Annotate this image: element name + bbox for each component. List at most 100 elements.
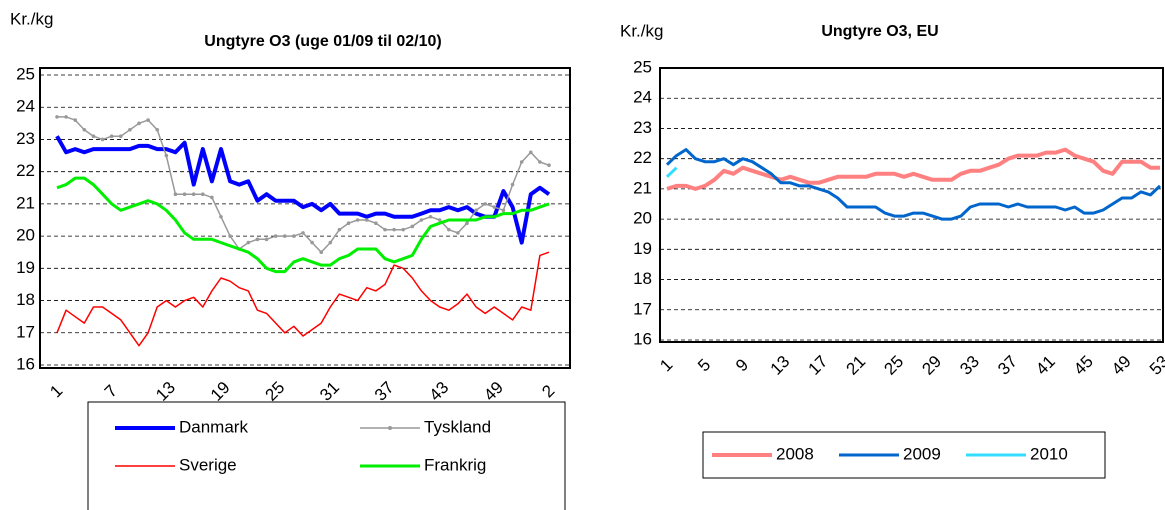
point-marker	[301, 231, 305, 235]
point-marker	[109, 134, 114, 139]
legend-marker	[388, 426, 392, 430]
x-tick-label: 13	[767, 352, 794, 379]
legend-label: Sverige	[179, 455, 237, 474]
y-tick-label: 17	[633, 299, 652, 318]
point-marker	[328, 240, 333, 245]
y-axis-unit: Kr./kg	[10, 9, 53, 28]
x-tick-label: 5	[694, 355, 714, 375]
y-tick-label: 22	[633, 148, 652, 167]
x-tick-label: 37	[371, 378, 398, 405]
point-marker	[483, 202, 488, 206]
point-marker	[91, 134, 96, 139]
point-marker	[419, 218, 424, 222]
x-tick-label: 43	[426, 378, 453, 405]
point-marker	[410, 224, 415, 229]
point-marker	[337, 227, 342, 232]
point-marker	[219, 214, 223, 219]
legend-label: Frankrig	[424, 455, 486, 474]
x-tick-label: 1	[46, 381, 66, 401]
legend-label: Tyskland	[424, 417, 491, 436]
y-tick-label: 20	[633, 209, 652, 228]
x-tick-label: 45	[1070, 352, 1097, 379]
x-tick-label: 37	[994, 352, 1021, 379]
point-marker	[474, 208, 478, 213]
point-marker	[255, 237, 260, 242]
x-tick-label: 9	[732, 355, 752, 375]
plot-border	[39, 67, 571, 369]
x-tick-label: 41	[1032, 352, 1059, 379]
point-marker	[538, 160, 542, 164]
y-tick-label: 19	[633, 239, 652, 258]
x-tick-label: 29	[918, 352, 945, 379]
x-tick-label: 21	[842, 352, 869, 379]
y-tick-label: 16	[633, 329, 652, 348]
x-tick-label: 13	[152, 378, 179, 405]
plot-area	[660, 68, 1163, 342]
point-marker	[228, 234, 232, 238]
series-line	[666, 147, 1160, 191]
point-marker	[528, 150, 533, 155]
series-line	[665, 148, 1162, 221]
point-marker	[446, 227, 451, 232]
point-marker	[55, 115, 59, 119]
point-marker	[492, 205, 497, 209]
point-marker	[210, 195, 214, 200]
x-tick-label: 53	[1146, 352, 1165, 379]
x-tick-label: 2	[538, 381, 558, 401]
point-marker	[465, 221, 469, 226]
x-tick-label: 7	[101, 381, 121, 401]
point-marker	[282, 234, 287, 238]
point-marker	[118, 134, 123, 139]
point-marker	[173, 192, 178, 197]
point-marker	[273, 234, 278, 238]
point-marker	[364, 218, 369, 222]
x-tick-label: 1	[656, 355, 676, 375]
x-tick-label: 31	[316, 378, 343, 405]
point-marker	[310, 240, 314, 245]
point-marker	[456, 231, 460, 235]
y-tick-label: 24	[633, 88, 652, 107]
series-line	[55, 135, 551, 245]
y-tick-label: 23	[16, 129, 35, 148]
point-marker	[164, 153, 169, 158]
point-marker	[392, 227, 396, 232]
legend-label: Danmark	[179, 417, 248, 436]
point-marker	[383, 227, 387, 232]
y-tick-label: 21	[633, 178, 652, 197]
point-marker	[264, 237, 269, 242]
y-tick-label: 17	[16, 322, 35, 341]
series-line	[665, 166, 678, 178]
point-marker	[64, 115, 68, 119]
point-marker	[547, 163, 551, 168]
y-tick-label: 20	[16, 226, 35, 245]
y-tick-label: 24	[16, 97, 35, 116]
point-marker	[200, 192, 205, 197]
point-marker	[428, 214, 433, 219]
point-marker	[401, 227, 406, 232]
x-tick-label: 17	[805, 352, 832, 379]
x-tick-label: 25	[262, 378, 289, 405]
y-tick-label: 22	[16, 161, 35, 180]
point-marker	[82, 127, 87, 132]
x-tick-label: 25	[880, 352, 907, 379]
point-marker	[128, 127, 132, 132]
series-line	[56, 251, 550, 347]
point-marker	[355, 218, 360, 222]
y-tick-label: 18	[633, 269, 652, 288]
point-marker	[100, 137, 105, 142]
point-marker	[155, 127, 160, 132]
y-tick-label: 21	[16, 193, 35, 212]
point-marker	[437, 218, 442, 222]
x-tick-label: 33	[956, 352, 983, 379]
legend-box	[87, 401, 566, 510]
x-tick-label: 19	[207, 378, 234, 405]
legend-label: 2009	[903, 444, 941, 463]
y-axis-unit: Kr./kg	[620, 21, 663, 40]
point-marker	[246, 240, 251, 245]
series-line	[56, 176, 550, 274]
chart-title: Ungtyre O3 (uge 01/09 til 02/10)	[204, 33, 441, 50]
chart-title: Ungtyre O3, EU	[821, 23, 938, 40]
y-tick-label: 23	[633, 118, 652, 137]
y-tick-label: 19	[16, 258, 35, 277]
